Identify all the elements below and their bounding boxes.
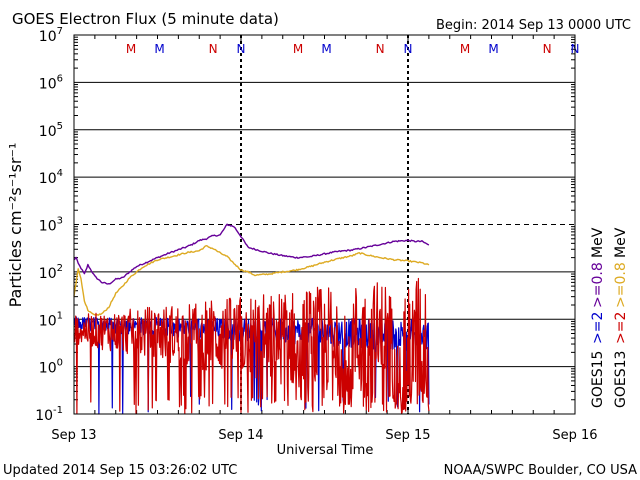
- y-tick-base: 10: [39, 124, 57, 140]
- y-tick-exponent: 4: [57, 168, 63, 179]
- y-tick-exponent: 7: [57, 26, 63, 37]
- series-line: [73, 245, 430, 316]
- y-tick-label: 104: [39, 168, 63, 187]
- legend-unit-label: MeV: [613, 227, 629, 258]
- top-marker: M: [460, 42, 470, 56]
- plot-frame: [73, 34, 576, 415]
- y-tick-label: 107: [39, 26, 63, 45]
- chart-title: GOES Electron Flux (5 minute data): [12, 10, 279, 28]
- begin-time-label: Begin: 2014 Sep 13 0000 UTC: [436, 18, 631, 33]
- y-tick-exponent: 6: [57, 73, 63, 84]
- y-tick-base: 10: [39, 266, 57, 282]
- y-tick-label: 102: [39, 263, 63, 282]
- top-marker: N: [543, 42, 552, 56]
- top-marker: N: [237, 42, 246, 56]
- y-tick-label: 103: [39, 216, 63, 235]
- y-tick-base: 10: [39, 29, 57, 45]
- x-tick-label: Sep 15: [385, 428, 430, 443]
- y-tick-exponent: 2: [57, 263, 63, 274]
- top-marker: M: [126, 42, 136, 56]
- y-tick-exponent: 3: [57, 216, 63, 227]
- x-tick-label: Sep 16: [552, 428, 597, 443]
- top-marker: N: [404, 42, 413, 56]
- y-tick-label: 10-1: [35, 405, 63, 424]
- legend-series-label: >=2: [613, 312, 629, 344]
- y-axis-label: Particles cm⁻²s⁻¹sr⁻¹: [6, 143, 25, 308]
- legend-satellite-label: GOES15: [590, 351, 606, 408]
- top-marker: N: [209, 42, 218, 56]
- updated-timestamp: Updated 2014 Sep 15 03:26:02 UTC: [3, 463, 237, 478]
- legend-series-label: >=0.8: [613, 262, 629, 308]
- y-tick-exponent: 0: [57, 358, 63, 369]
- y-tick-base: 10: [39, 361, 57, 377]
- y-tick-base: 10: [39, 171, 57, 187]
- x-tick-labels: Sep 13 Sep 14 Sep 15 Sep 16: [51, 428, 597, 443]
- y-tick-base: 10: [35, 408, 53, 424]
- legend-satellite-label: GOES13: [613, 351, 629, 408]
- y-tick-base: 10: [39, 313, 57, 329]
- y-tick-exponent: 5: [57, 121, 63, 132]
- y-tick-base: 10: [39, 219, 57, 235]
- x-tick-label: Sep 13: [51, 428, 96, 443]
- y-tick-exponent: -1: [53, 405, 63, 416]
- y-tick-exponent: 1: [57, 310, 63, 321]
- top-marker: N: [376, 42, 385, 56]
- y-tick-label: 106: [39, 73, 63, 92]
- y-tick-label: 101: [39, 310, 63, 329]
- legend-unit-label: MeV: [590, 227, 606, 258]
- x-axis-label: Universal Time: [277, 443, 374, 458]
- y-tick-label: 100: [39, 358, 63, 377]
- legend-series-label: >=2: [590, 312, 606, 344]
- top-marker: M: [293, 42, 303, 56]
- y-tick-base: 10: [39, 76, 57, 92]
- series-line: [73, 277, 430, 415]
- series-line: [73, 223, 430, 285]
- top-marker: M: [321, 42, 331, 56]
- y-tick-label: 105: [39, 121, 63, 140]
- x-tick-label: Sep 14: [218, 428, 263, 443]
- legend-series-label: >=0.8: [590, 262, 606, 308]
- top-marker: M: [154, 42, 164, 56]
- top-marker: M: [488, 42, 498, 56]
- data-source: NOAA/SWPC Boulder, CO USA: [444, 463, 637, 478]
- series-layer: [73, 223, 430, 415]
- legend: GOES15 >=2 >=0.8 MeV GOES13 >=2 >=0.8 MeV: [590, 227, 629, 408]
